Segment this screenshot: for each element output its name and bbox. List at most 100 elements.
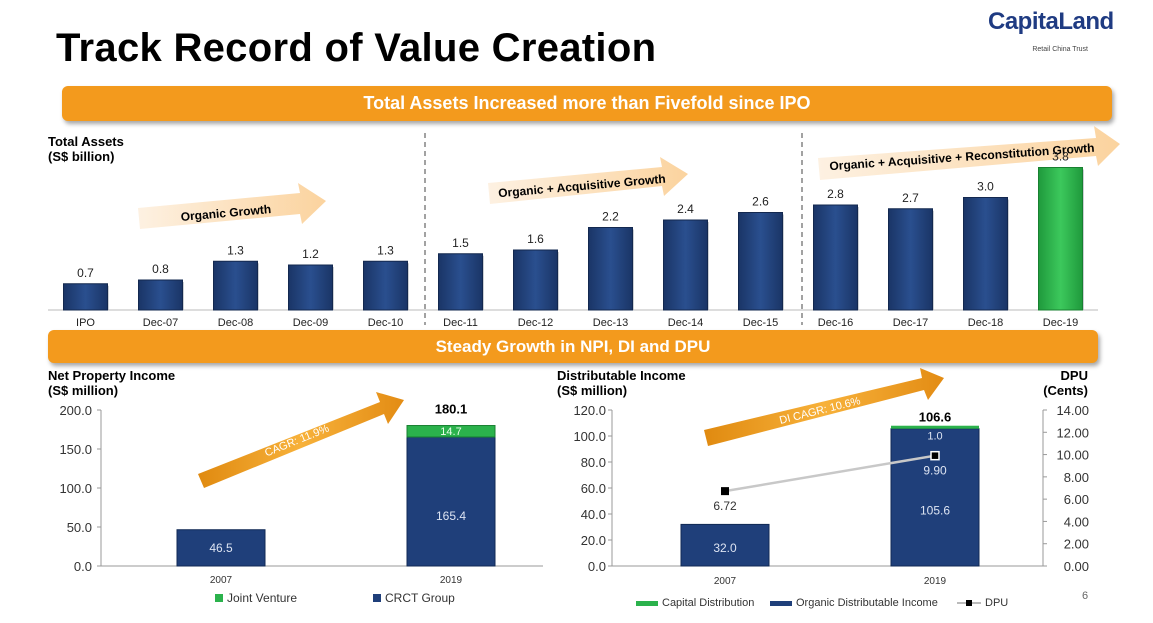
total-assets-value-dec-09: 1.2 — [302, 247, 319, 261]
page-number: 6 — [1082, 590, 1089, 602]
capitaland-logo: CapitaLand Retail China Trust — [988, 6, 1114, 58]
di-bar-capital-2019 — [891, 425, 979, 429]
npi-cagr-arrow: CAGR: 11.9% — [198, 392, 404, 488]
npi-chart: 0.0 50.0 100.0 150.0 200.0 CAGR: 11.9% 46.5 2… — [59, 392, 543, 586]
di-tick-label-80-0: 80.0 — [581, 455, 606, 470]
total-assets-value-dec-15: 2.6 — [752, 195, 769, 209]
npi-jv-value-2019: 14.7 — [440, 426, 461, 438]
dpu-tick-label-0-00: 0.00 — [1064, 559, 1089, 574]
top-banner: Total Assets Increased more than Fivefol… — [62, 86, 1112, 121]
total-assets-ylabel-line2: (S$ billion) — [48, 149, 115, 164]
organic-growth-arrow: Organic Growth — [138, 183, 326, 229]
total-assets-value-dec-10: 1.3 — [377, 243, 394, 257]
total-assets-bar-dec-09 — [288, 264, 333, 311]
total-assets-bar-dec-18 — [963, 197, 1008, 311]
total-assets-value-dec-13: 2.2 — [602, 210, 619, 224]
total-assets-ylabel-line1: Total Assets — [48, 134, 124, 149]
total-assets-category-dec-07: Dec-07 — [143, 317, 178, 329]
total-assets-bar-dec-14 — [663, 219, 708, 311]
logo-main-text: CapitaLand — [988, 8, 1114, 35]
npi-total-2019: 180.1 — [435, 402, 468, 417]
total-assets-bar-dec-19 — [1038, 167, 1083, 311]
npi-legend-joint-venture: Joint Venture — [215, 591, 297, 605]
total-assets-bar-dec-07 — [138, 279, 183, 311]
total-assets-category-dec-18: Dec-18 — [968, 317, 1003, 329]
total-assets-category-dec-12: Dec-12 — [518, 317, 553, 329]
dpu-swatch — [957, 600, 981, 606]
total-assets-bar-dec-13 — [588, 227, 633, 311]
di-y-ticks: 0.0 20.0 40.0 60.0 80.0 100.0 120.0 — [573, 403, 612, 574]
total-assets-bar-dec-11 — [438, 253, 483, 311]
total-assets-value-dec-07: 0.8 — [152, 262, 169, 276]
npi-bar-jv-2019 — [406, 425, 496, 438]
dpu-tick-label-8-00: 8.00 — [1064, 470, 1089, 485]
dpu-ylabel-line1: DPU — [1060, 368, 1088, 383]
npi-crct-value-2019: 165.4 — [436, 509, 466, 523]
di-ylabel-line2: (S$ million) — [557, 383, 628, 398]
dpu-tick-label-12-00: 12.00 — [1056, 425, 1089, 440]
npi-bar-crct-2019 — [406, 436, 496, 567]
organic-distributable-income-legend-label: Organic Distributable Income — [796, 597, 938, 609]
di-ylabel-line1: Distributable Income — [557, 368, 686, 383]
total-assets-value-dec-11: 1.5 — [452, 236, 469, 250]
dpu-legend-label: DPU — [985, 597, 1009, 609]
total-assets-value-dec-17: 2.7 — [902, 191, 919, 205]
capital-distribution-swatch — [636, 600, 658, 606]
total-assets-category-dec-16: Dec-16 — [818, 317, 853, 329]
di-tick-label-40-0: 40.0 — [581, 507, 606, 522]
total-assets-category-dec-13: Dec-13 — [593, 317, 628, 329]
total-assets-bar-dec-17 — [888, 208, 933, 311]
crct-group-swatch — [373, 594, 381, 602]
npi-ylabel: Net Property Income (S$ million) — [48, 368, 175, 398]
di-tick-label-60-0: 60.0 — [581, 481, 606, 496]
npi-ylabel-line2: (S$ million) — [48, 383, 119, 398]
di-bar-organic-2019 — [890, 428, 980, 567]
logo-sub-text: Retail China Trust — [1032, 46, 1088, 53]
di-tick-label-120-0: 120.0 — [573, 403, 606, 418]
di-chart: 0.0 20.0 40.0 60.0 80.0 100.0 120.0 0.00 2.00 4.… — [573, 368, 1089, 587]
di-organic-value-2007: 32.0 — [713, 541, 737, 555]
dpu-tick-label-2-00: 2.00 — [1064, 537, 1089, 552]
total-assets-bars: 0.7 IPO 0.8 Dec-07 1.3 Dec-08 1.2 Dec-09 1.3 Dec-… — [63, 150, 1084, 329]
npi-ylabel-line1: Net Property Income — [48, 368, 176, 383]
dpu-tick-label-4-00: 4.00 — [1064, 514, 1089, 529]
npi-crct-value-2007: 46.5 — [209, 541, 233, 555]
dpu-value-2019: 9.90 — [923, 464, 947, 478]
organic-acquisitive-arrow: Organic + Acquisitive Growth — [488, 157, 688, 204]
total-assets-value-ipo: 0.7 — [77, 266, 94, 280]
organic-distributable-income-swatch — [770, 600, 792, 606]
crct-group-legend-label: CRCT Group — [385, 591, 455, 605]
total-assets-value-dec-16: 2.8 — [827, 187, 844, 201]
di-tick-label-20-0: 20.0 — [581, 533, 606, 548]
dpu-tick-label-14-00: 14.00 — [1056, 403, 1089, 418]
npi-tick-label-100-0: 100.0 — [59, 481, 92, 496]
di-tick-label-0-0: 0.0 — [588, 559, 606, 574]
total-assets-value-dec-18: 3.0 — [977, 180, 994, 194]
di-category-2019: 2019 — [924, 576, 947, 587]
dpu-value-2007: 6.72 — [713, 499, 737, 513]
total-assets-bar-dec-16 — [813, 204, 858, 311]
total-assets-category-dec-11: Dec-11 — [443, 317, 478, 329]
di-tick-label-100-0: 100.0 — [573, 429, 606, 444]
dpu-point-2007 — [721, 487, 729, 496]
total-assets-bar-dec-08 — [213, 260, 258, 311]
di-legend-dpu: DPU — [957, 597, 1008, 609]
total-assets-category-dec-09: Dec-09 — [293, 317, 328, 329]
total-assets-value-dec-12: 1.6 — [527, 232, 544, 246]
total-assets-bar-dec-10 — [363, 260, 408, 311]
dpu-ylabel-line2: (Cents) — [1043, 383, 1088, 398]
total-assets-value-dec-19: 3.8 — [1052, 150, 1069, 164]
total-assets-bar-dec-12 — [513, 249, 558, 311]
npi-y-ticks: 0.0 50.0 100.0 150.0 200.0 — [59, 403, 101, 574]
joint-venture-swatch — [215, 594, 223, 602]
di-category-2007: 2007 — [714, 576, 737, 587]
page-title: Track Record of Value Creation — [56, 26, 657, 70]
di-total-2019: 106.6 — [919, 409, 952, 424]
dpu-line: 6.72 9.90 — [713, 450, 947, 513]
npi-tick-label-150-0: 150.0 — [59, 442, 92, 457]
total-assets-value-dec-14: 2.4 — [677, 202, 694, 216]
dpu-tick-label-10-00: 10.00 — [1056, 448, 1089, 463]
npi-category-2019: 2019 — [440, 575, 463, 586]
di-legend-capital-distribution: Capital Distribution — [636, 597, 754, 609]
